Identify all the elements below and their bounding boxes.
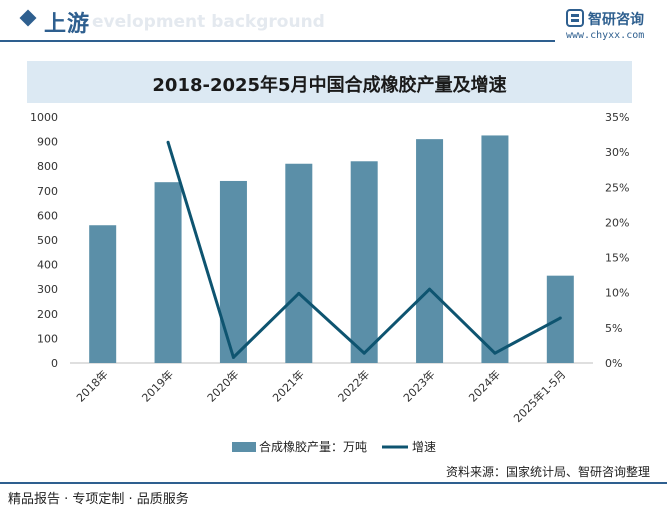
- top-bar: evelopment background 上游 智研咨询 www.chyxx.…: [0, 0, 667, 44]
- x-tick-label: 2019年: [139, 367, 176, 404]
- bar: [416, 139, 444, 363]
- y-left-tick-label: 800: [37, 160, 58, 173]
- y-left-tick-label: 1000: [30, 111, 58, 124]
- bar: [285, 163, 313, 363]
- y-right-tick-label: 5%: [605, 322, 622, 335]
- growth-rate-point: [558, 316, 562, 320]
- brand-url: www.chyxx.com: [566, 30, 645, 41]
- y-left-tick-label: 400: [37, 259, 58, 272]
- legend-line-label: 增速: [412, 440, 436, 454]
- y-left-tick-label: 600: [37, 209, 58, 222]
- footer-slogan: 精品报告 · 专项定制 · 品质服务: [8, 492, 189, 507]
- bar: [154, 182, 182, 363]
- x-tick-label: 2023年: [400, 367, 437, 404]
- section-title: 上游: [44, 12, 91, 37]
- y-right-tick-label: 20%: [605, 216, 629, 229]
- y-left-tick-label: 100: [37, 332, 58, 345]
- y-right-tick-label: 10%: [605, 287, 629, 300]
- growth-rate-point: [362, 351, 366, 355]
- footer-divider: [0, 482, 667, 484]
- y-left-tick-label: 500: [37, 234, 58, 247]
- y-right-tick-label: 15%: [605, 252, 629, 265]
- x-tick-label: 2024年: [466, 367, 503, 404]
- bar: [219, 180, 247, 363]
- y-right-tick-label: 25%: [605, 181, 629, 194]
- y-right-tick-label: 30%: [605, 146, 629, 159]
- x-tick-label: 2025年1-5月: [510, 367, 568, 425]
- y-left-tick-label: 700: [37, 185, 58, 198]
- bar: [481, 135, 509, 363]
- growth-rate-point: [231, 355, 235, 359]
- y-left-tick-label: 900: [37, 136, 58, 149]
- source-note: 资料来源：国家统计局、智研咨询整理: [445, 465, 650, 479]
- bar-line-chart: 0 100 200 300 400 500 600 700 800 900 1000 0% 5% 10% 1…: [30, 111, 629, 454]
- y-right-tick-label: 35%: [605, 111, 629, 124]
- bar: [350, 161, 378, 363]
- growth-rate-point: [493, 351, 497, 355]
- bar: [89, 225, 117, 363]
- y-left-tick-label: 300: [37, 283, 58, 296]
- growth-rate-point: [297, 291, 301, 295]
- x-tick-label: 2022年: [335, 367, 372, 404]
- x-tick-label: 2018年: [73, 367, 110, 404]
- growth-rate-point: [166, 140, 170, 144]
- header-divider: [0, 40, 555, 42]
- section-subtitle-en: evelopment background: [92, 12, 325, 32]
- y-left-tick-label: 0: [51, 357, 58, 370]
- legend-bar-label: 合成橡胶产量：万吨: [259, 439, 367, 454]
- y-left-tick-label: 200: [37, 308, 58, 321]
- legend-bar-swatch: [232, 442, 256, 452]
- growth-rate-point: [428, 287, 432, 291]
- x-tick-label: 2021年: [269, 367, 306, 404]
- brand-name: 智研咨询: [588, 12, 644, 28]
- chart-title: 2018-2025年5月中国合成橡胶产量及增速: [152, 75, 507, 96]
- chart-title-band: 2018-2025年5月中国合成橡胶产量及增速: [27, 61, 632, 103]
- y-right-tick-label: 0%: [605, 357, 622, 370]
- x-tick-label: 2020年: [204, 367, 241, 404]
- brand-logo-icon: [566, 9, 584, 27]
